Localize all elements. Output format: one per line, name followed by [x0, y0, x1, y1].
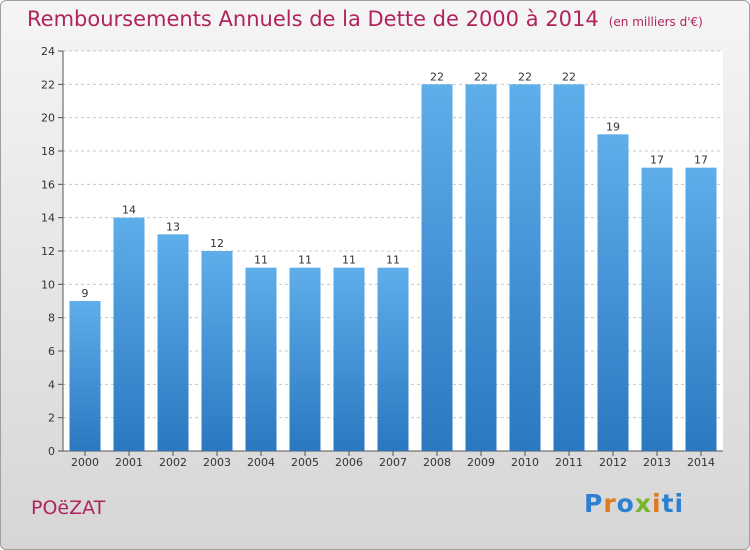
chart-title: Remboursements Annuels de la Dette de 20… — [27, 7, 703, 31]
value-label: 19 — [606, 120, 620, 133]
bar — [597, 134, 629, 452]
value-label: 22 — [518, 70, 532, 83]
bar — [685, 167, 717, 451]
value-label: 14 — [122, 204, 136, 217]
x-tick-label: 2011 — [555, 456, 583, 469]
logo-letter: x — [634, 489, 652, 518]
x-tick-label: 2013 — [643, 456, 671, 469]
y-tick-label: 22 — [41, 78, 55, 91]
bar — [641, 167, 673, 451]
bar — [509, 84, 541, 451]
x-tick-label: 2003 — [203, 456, 231, 469]
x-tick-label: 2010 — [511, 456, 539, 469]
bar — [113, 217, 145, 451]
chart-title-text: Remboursements Annuels de la Dette de 20… — [27, 7, 599, 31]
value-label: 17 — [650, 154, 664, 167]
value-label: 11 — [342, 254, 356, 267]
value-label: 9 — [82, 287, 89, 300]
y-tick-label: 24 — [41, 45, 55, 58]
y-tick-label: 10 — [41, 278, 55, 291]
value-label: 12 — [210, 237, 224, 250]
y-tick-label: 2 — [48, 412, 55, 425]
y-tick-label: 14 — [41, 212, 55, 225]
bar — [421, 84, 453, 451]
value-label: 11 — [298, 254, 312, 267]
bar — [377, 267, 409, 451]
bar — [157, 234, 189, 451]
x-tick-label: 2008 — [423, 456, 451, 469]
x-tick-label: 2001 — [115, 456, 143, 469]
logo-letter: P — [584, 489, 604, 518]
y-tick-label: 12 — [41, 245, 55, 258]
y-tick-label: 8 — [48, 312, 55, 325]
y-tick-label: 0 — [48, 445, 55, 458]
value-label: 22 — [474, 70, 488, 83]
y-tick-label: 16 — [41, 178, 55, 191]
value-label: 22 — [562, 70, 576, 83]
x-tick-label: 2005 — [291, 456, 319, 469]
bar — [201, 251, 233, 451]
x-tick-label: 2006 — [335, 456, 363, 469]
logo-letter: i — [652, 489, 662, 518]
logo-letter: o — [616, 489, 635, 518]
logo-letter: r — [603, 489, 617, 518]
value-label: 11 — [386, 254, 400, 267]
bars: 9 14 13 12 11 11 11 11 22 22 22 22 19 17 17 — [69, 70, 717, 452]
bar — [289, 267, 321, 451]
bar — [553, 84, 585, 451]
proxiti-logo: Proxiti — [584, 489, 684, 518]
bar — [69, 301, 101, 451]
x-tick-label: 2012 — [599, 456, 627, 469]
x-tick-label: 2014 — [687, 456, 715, 469]
value-label: 11 — [254, 254, 268, 267]
x-tick-label: 2009 — [467, 456, 495, 469]
y-tick-label: 6 — [48, 345, 55, 358]
y-tick-label: 20 — [41, 112, 55, 125]
value-label: 22 — [430, 70, 444, 83]
y-tick-label: 4 — [48, 378, 55, 391]
value-label: 13 — [166, 220, 180, 233]
x-tick-label: 2004 — [247, 456, 275, 469]
x-tick-label: 2007 — [379, 456, 407, 469]
y-tick-label: 18 — [41, 145, 55, 158]
bar — [245, 267, 277, 451]
bar — [465, 84, 497, 451]
bar — [333, 267, 365, 451]
chart-subtitle: (en milliers d'€) — [608, 15, 703, 29]
place-name: POëZAT — [31, 497, 106, 519]
logo-letter: ti — [661, 489, 685, 518]
x-tick-label: 2000 — [71, 456, 99, 469]
value-label: 17 — [694, 154, 708, 167]
x-tick-label: 2002 — [159, 456, 187, 469]
